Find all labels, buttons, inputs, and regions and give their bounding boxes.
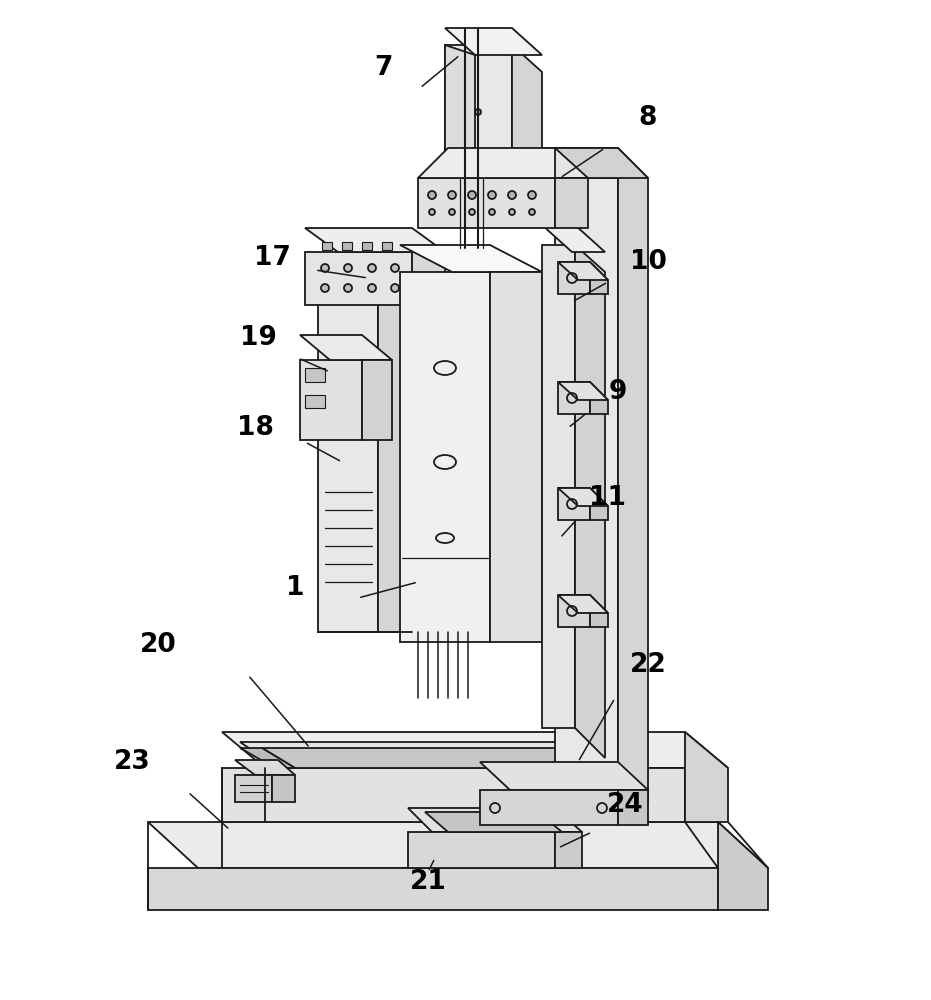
Polygon shape [222, 732, 728, 768]
Polygon shape [235, 775, 272, 802]
Polygon shape [362, 360, 392, 440]
Polygon shape [558, 262, 590, 294]
Text: 21: 21 [410, 869, 447, 895]
Circle shape [529, 209, 535, 215]
Text: 11: 11 [589, 485, 627, 511]
Polygon shape [300, 360, 362, 440]
Polygon shape [448, 148, 618, 178]
Text: 9: 9 [609, 379, 627, 405]
Polygon shape [382, 242, 392, 250]
Circle shape [508, 191, 516, 199]
Polygon shape [445, 45, 512, 178]
Circle shape [468, 191, 476, 199]
Circle shape [429, 209, 435, 215]
Circle shape [321, 264, 329, 272]
Polygon shape [342, 242, 352, 250]
Polygon shape [558, 382, 608, 400]
Polygon shape [240, 748, 295, 768]
Polygon shape [425, 812, 562, 832]
Polygon shape [148, 868, 718, 910]
Circle shape [489, 209, 495, 215]
Circle shape [509, 209, 515, 215]
Polygon shape [490, 272, 542, 642]
Circle shape [368, 284, 376, 292]
Polygon shape [148, 822, 768, 868]
Circle shape [448, 191, 456, 199]
Circle shape [391, 284, 399, 292]
Polygon shape [418, 148, 555, 178]
Polygon shape [305, 252, 412, 305]
Polygon shape [445, 28, 542, 55]
Polygon shape [558, 595, 590, 627]
Polygon shape [558, 595, 608, 613]
Text: 17: 17 [253, 245, 290, 271]
Circle shape [475, 109, 481, 115]
Polygon shape [222, 768, 685, 822]
Polygon shape [305, 228, 445, 252]
Polygon shape [590, 382, 608, 414]
Polygon shape [590, 488, 608, 520]
Polygon shape [618, 148, 648, 802]
Polygon shape [262, 748, 590, 768]
Polygon shape [300, 335, 392, 360]
Circle shape [344, 284, 352, 292]
Polygon shape [558, 382, 590, 414]
Polygon shape [322, 242, 332, 250]
Polygon shape [685, 732, 728, 822]
Text: 19: 19 [239, 325, 277, 351]
Polygon shape [408, 808, 582, 832]
Polygon shape [305, 395, 325, 408]
Polygon shape [400, 245, 542, 272]
Text: 10: 10 [629, 249, 667, 275]
Circle shape [449, 209, 455, 215]
Polygon shape [378, 295, 412, 632]
Polygon shape [445, 45, 475, 182]
Polygon shape [542, 245, 575, 728]
Circle shape [391, 264, 399, 272]
Polygon shape [480, 762, 648, 790]
Circle shape [428, 191, 436, 199]
Text: 8: 8 [639, 105, 657, 131]
Circle shape [321, 284, 329, 292]
Polygon shape [418, 178, 555, 228]
Polygon shape [558, 488, 608, 506]
Polygon shape [555, 148, 648, 178]
Polygon shape [408, 832, 555, 868]
Polygon shape [512, 45, 542, 202]
Circle shape [368, 264, 376, 272]
Circle shape [469, 209, 475, 215]
Polygon shape [235, 760, 295, 775]
Polygon shape [575, 245, 605, 758]
Text: 20: 20 [140, 632, 176, 658]
Polygon shape [558, 488, 590, 520]
Polygon shape [272, 775, 295, 802]
Text: 23: 23 [114, 749, 151, 775]
Polygon shape [318, 295, 378, 632]
Text: 24: 24 [607, 792, 643, 818]
Polygon shape [718, 822, 768, 910]
Polygon shape [555, 148, 618, 772]
Polygon shape [400, 272, 490, 642]
Polygon shape [618, 790, 648, 825]
Polygon shape [555, 178, 588, 228]
Circle shape [528, 191, 536, 199]
Text: 22: 22 [629, 652, 667, 678]
Polygon shape [240, 742, 618, 768]
Text: 18: 18 [236, 415, 274, 441]
Polygon shape [318, 268, 412, 295]
Text: 7: 7 [374, 55, 392, 81]
Polygon shape [412, 252, 445, 305]
Polygon shape [542, 225, 605, 252]
Polygon shape [558, 262, 608, 280]
Polygon shape [362, 242, 372, 250]
Circle shape [488, 191, 496, 199]
Circle shape [344, 264, 352, 272]
Polygon shape [555, 832, 582, 868]
Polygon shape [305, 368, 325, 382]
Text: 1: 1 [286, 575, 304, 601]
Polygon shape [590, 595, 608, 627]
Polygon shape [590, 262, 608, 294]
Polygon shape [480, 790, 618, 825]
